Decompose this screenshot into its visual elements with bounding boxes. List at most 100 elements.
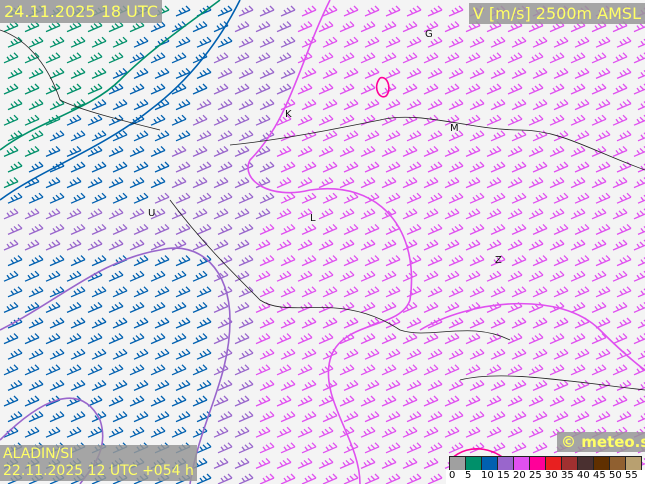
wind-barb	[381, 177, 397, 189]
wind-barb	[360, 239, 376, 251]
wind-barb	[490, 442, 506, 454]
wind-barb	[280, 223, 296, 235]
wind-barb	[238, 473, 254, 484]
wind-barb	[490, 161, 506, 173]
wind-barb	[276, 364, 292, 376]
wind-barb	[171, 364, 187, 376]
wind-barb	[406, 473, 422, 484]
wind-barb	[87, 364, 103, 376]
wind-barb	[255, 114, 271, 126]
wind-barb	[360, 52, 376, 64]
wind-barb	[297, 145, 313, 157]
legend-swatch	[482, 457, 498, 470]
wind-barb	[45, 239, 61, 251]
wind-barb	[70, 317, 86, 329]
wind-barb	[28, 99, 44, 111]
wind-barb	[633, 364, 645, 376]
wind-barb	[28, 67, 44, 79]
wind-barb	[3, 333, 19, 345]
wind-barb	[280, 442, 296, 454]
wind-barb	[259, 36, 275, 48]
wind-barb	[549, 364, 565, 376]
wind-barb	[171, 301, 187, 313]
wind-barb	[150, 52, 166, 64]
wind-barb	[171, 270, 187, 282]
wind-barb	[154, 130, 170, 142]
wind-barb	[238, 67, 254, 79]
wind-barb	[427, 348, 443, 360]
wind-barb	[423, 333, 439, 345]
wind-barb	[259, 67, 275, 79]
wind-barb	[322, 67, 338, 79]
wind-barb	[213, 239, 229, 251]
wind-barb	[70, 192, 86, 204]
wind-barb	[574, 286, 590, 298]
wind-barb	[511, 411, 527, 423]
wind-barb	[343, 255, 359, 267]
wind-barb	[280, 379, 296, 391]
wind-barb	[423, 301, 439, 313]
wind-barb	[339, 177, 355, 189]
wind-barb	[318, 114, 334, 126]
wind-barb	[486, 239, 502, 251]
wind-barb	[49, 286, 65, 298]
wind-barb	[66, 83, 82, 95]
wind-barb	[154, 223, 170, 235]
wind-barb	[322, 411, 338, 423]
wind-barb	[70, 36, 86, 48]
wind-barb	[192, 395, 208, 407]
wind-barb	[595, 99, 611, 111]
wind-barb	[423, 52, 439, 64]
wind-barb	[150, 21, 166, 33]
wind-barb	[150, 333, 166, 345]
wind-barb	[28, 286, 44, 298]
wind-barb	[633, 52, 645, 64]
wind-barb	[616, 317, 632, 329]
wind-barb	[213, 301, 229, 313]
wind-barb	[570, 301, 586, 313]
wind-barb	[45, 301, 61, 313]
wind-barb	[238, 411, 254, 423]
wind-barb	[637, 38, 645, 48]
wind-barb	[574, 99, 590, 111]
wind-barb	[238, 255, 254, 267]
wind-barb	[28, 223, 44, 235]
wind-barb	[112, 36, 128, 48]
wind-barb	[637, 288, 645, 298]
wind-barb	[154, 192, 170, 204]
wind-barb	[301, 130, 317, 142]
wind-barb	[595, 161, 611, 173]
wind-barb	[213, 114, 229, 126]
wind-barb	[549, 83, 565, 95]
wind-barb	[7, 192, 23, 204]
wind-barb	[465, 239, 481, 251]
wind-barb	[238, 442, 254, 454]
wind-barb	[276, 239, 292, 251]
wind-barb	[364, 442, 380, 454]
wind-barb	[343, 442, 359, 454]
wind-barb	[570, 395, 586, 407]
wind-barb	[402, 177, 418, 189]
wind-barb	[616, 411, 632, 423]
wind-barb	[49, 255, 65, 267]
wind-barb	[595, 379, 611, 391]
wind-barb	[574, 348, 590, 360]
wind-barb	[234, 83, 250, 95]
wind-barb	[192, 83, 208, 95]
wind-barb	[154, 99, 170, 111]
wind-barb	[255, 457, 271, 469]
wind-barb	[7, 379, 23, 391]
wind-barb	[259, 442, 275, 454]
legend-tick: 45	[593, 470, 606, 481]
wind-barb	[49, 192, 65, 204]
wind-barb	[469, 192, 485, 204]
wind-barb	[171, 395, 187, 407]
wind-barb	[448, 130, 464, 142]
wind-barb	[465, 395, 481, 407]
wind-barb	[280, 161, 296, 173]
wind-barb	[318, 395, 334, 407]
wind-barb	[171, 145, 187, 157]
wind-barb	[28, 192, 44, 204]
wind-barb	[276, 333, 292, 345]
wind-barb	[234, 301, 250, 313]
